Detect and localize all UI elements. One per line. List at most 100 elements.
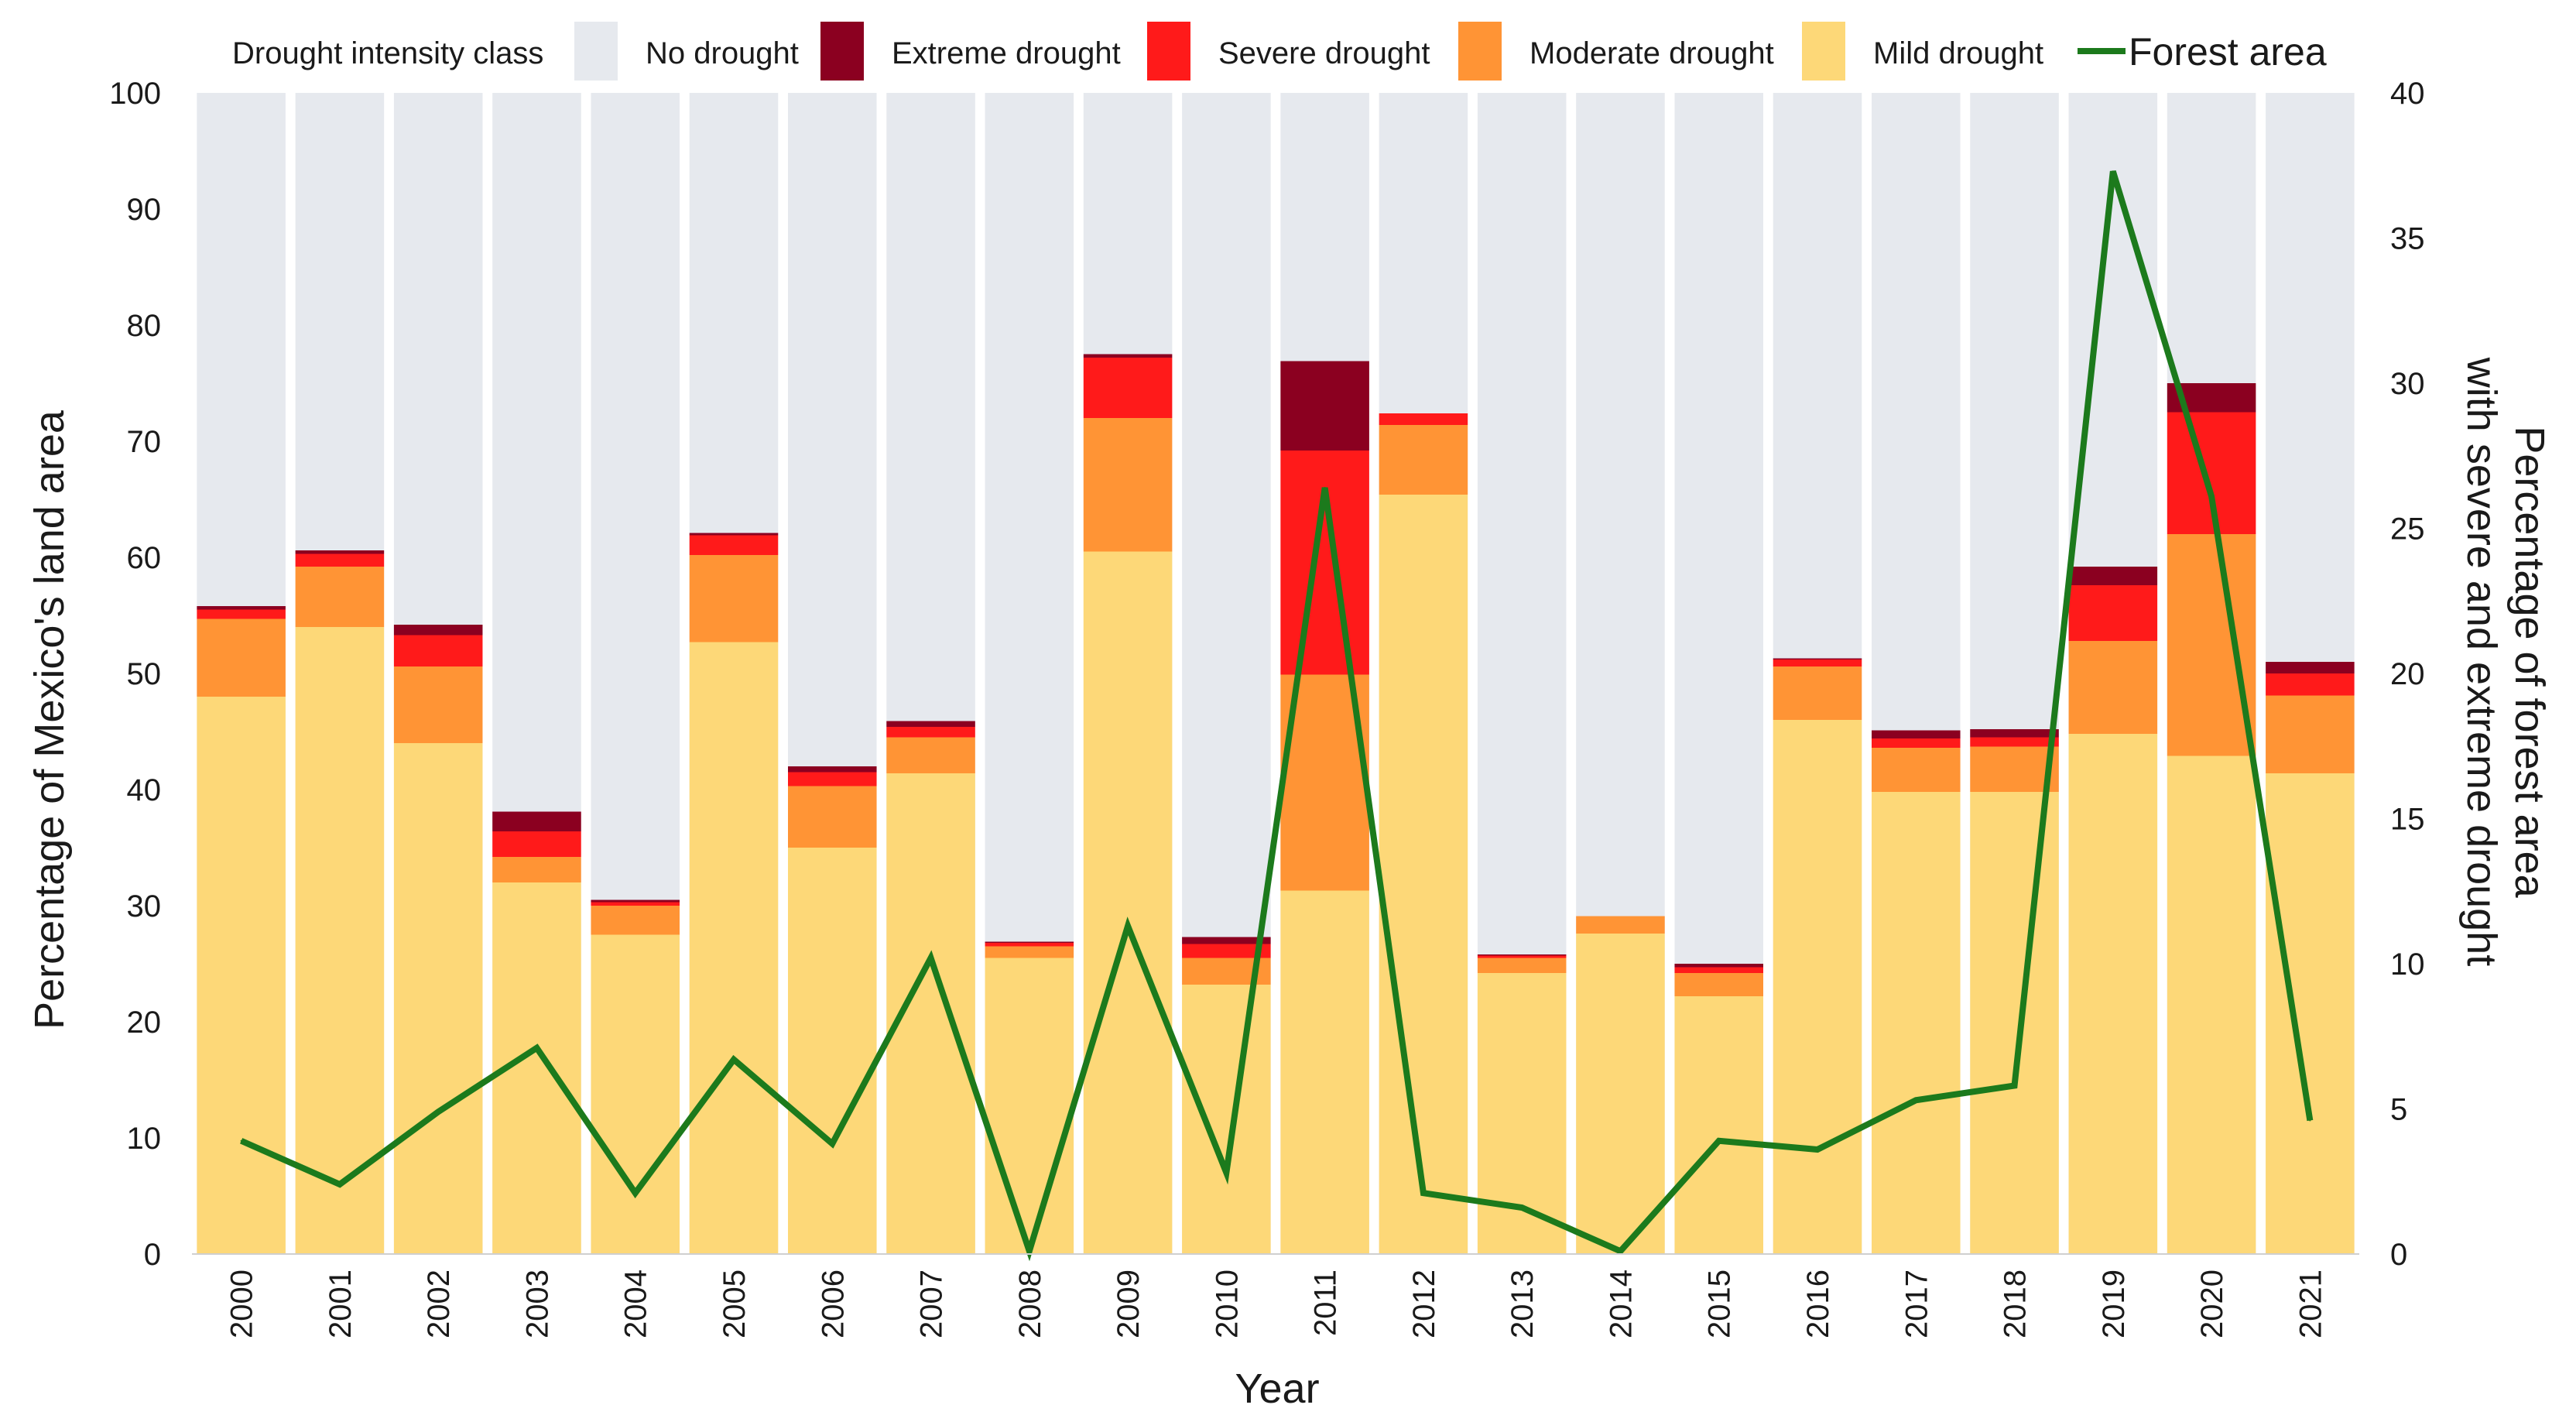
y-axis-right-title-line2: with severe and extreme drought (2458, 357, 2505, 966)
bar-extreme (2266, 662, 2355, 673)
bar-stack-2015 (1674, 93, 1763, 1254)
x-tick-label: 2001 (324, 1270, 358, 1338)
bar-moderate (886, 737, 975, 773)
bar-severe (689, 535, 779, 555)
forest-point-2001 (338, 1184, 341, 1185)
bar-mild (1970, 792, 2059, 1254)
y-axis-left-title: Percentage of Mexico's land area (26, 409, 73, 1030)
forest-point-2018 (2013, 1084, 2016, 1087)
bar-stack-2002 (393, 93, 483, 1254)
forest-point-2013 (1521, 1207, 1523, 1208)
legend-label-mild: Mild drought (1873, 36, 2043, 70)
bar-severe (788, 772, 877, 786)
bar-mild (1674, 996, 1763, 1254)
bar-stack-2013 (1477, 93, 1567, 1254)
x-tick-label: 2005 (718, 1270, 752, 1338)
y-tick-left-label: 90 (127, 193, 162, 227)
bar-mild (2167, 756, 2256, 1254)
y-tick-left-label: 10 (127, 1122, 162, 1156)
bar-severe (591, 902, 680, 906)
legend-swatch-mild (1802, 22, 1845, 81)
bar-extreme (985, 941, 1074, 943)
bar-mild (197, 697, 286, 1254)
bar-extreme (393, 625, 483, 636)
legend-swatch-extreme (820, 22, 864, 81)
bar-stack-2011 (1280, 93, 1369, 1254)
forest-point-2003 (536, 1047, 538, 1049)
y-tick-left-label: 60 (127, 541, 162, 575)
bar-mild (1182, 985, 1271, 1254)
y-tick-left-label: 30 (127, 889, 162, 923)
bar-stack-2012 (1379, 93, 1468, 1254)
x-tick-label: 2021 (2293, 1270, 2328, 1338)
y-tick-left-label: 40 (127, 773, 162, 807)
y-tick-left-label: 50 (127, 657, 162, 691)
bar-extreme (295, 550, 385, 554)
legend-label-forest: Forest area (2129, 30, 2327, 74)
bar-severe (1970, 737, 2059, 747)
y-axis-left-ticks: 0 10 20 30 40 50 60 70 80 90 100 (109, 77, 161, 1272)
bar-severe (1379, 413, 1468, 425)
x-tick-label: 2002 (422, 1270, 456, 1338)
bar-severe (985, 943, 1074, 947)
bar-moderate (492, 857, 581, 882)
bar-extreme (1773, 658, 1862, 660)
bar-severe (1280, 451, 1369, 675)
x-tick-label: 2009 (1112, 1270, 1146, 1338)
bar-extreme (788, 766, 877, 773)
bar-mild (591, 934, 680, 1254)
forest-point-2016 (1817, 1149, 1818, 1150)
bar-mild (1576, 934, 1665, 1254)
bar-stacks (197, 93, 2355, 1254)
bar-stack-2010 (1182, 93, 1271, 1254)
y-tick-right-label: 15 (2390, 803, 2425, 837)
legend-title: Drought intensity class (232, 36, 543, 70)
x-tick-label: 2000 (225, 1270, 259, 1338)
bar-stack-2005 (689, 93, 779, 1254)
bar-mild (1379, 495, 1468, 1254)
bar-moderate (689, 555, 779, 642)
legend-label-severe: Severe drought (1218, 36, 1430, 70)
bar-stack-2004 (591, 93, 680, 1254)
y-tick-right-label: 35 (2390, 222, 2425, 256)
bar-stack-2006 (788, 93, 877, 1254)
bar-extreme (1280, 361, 1369, 451)
bar-moderate (1773, 666, 1862, 720)
forest-point-2011 (1324, 487, 1326, 488)
legend-swatch-no_drought (574, 22, 618, 81)
bar-moderate (393, 666, 483, 743)
bar-severe (197, 609, 286, 619)
bar-extreme (886, 721, 975, 727)
bar-severe (886, 727, 975, 738)
x-tick-label: 2007 (915, 1270, 949, 1338)
bar-stack-2019 (2068, 93, 2158, 1254)
bar-mild (1773, 720, 1862, 1254)
y-tick-right-label: 20 (2390, 657, 2425, 691)
bar-severe (2266, 673, 2355, 696)
bar-extreme (197, 606, 286, 610)
bar-extreme (1872, 730, 1961, 738)
bar-extreme (1083, 354, 1173, 358)
y-tick-right-label: 30 (2390, 367, 2425, 401)
bar-moderate (197, 618, 286, 697)
bar-moderate (1576, 916, 1665, 934)
y-axis-right-ticks: 0 5 10 15 20 25 30 35 40 (2390, 77, 2425, 1272)
x-tick-label: 2014 (1604, 1270, 1638, 1338)
bar-extreme (591, 899, 680, 903)
bar-mild (1872, 792, 1961, 1254)
bar-moderate (1872, 748, 1961, 792)
x-tick-label: 2019 (2097, 1270, 2131, 1338)
bar-extreme (689, 533, 779, 536)
bar-moderate (1379, 425, 1468, 495)
bar-stack-2021 (2266, 93, 2355, 1254)
x-tick-label: 2003 (520, 1270, 554, 1338)
forest-area-line (240, 170, 2314, 1262)
x-tick-label: 2008 (1013, 1270, 1047, 1338)
forest-point-2005 (733, 1058, 735, 1061)
bar-extreme (492, 811, 581, 831)
legend-item-severe: Severe drought (1147, 22, 1430, 81)
legend-item-mild: Mild drought (1802, 22, 2043, 81)
bar-mild (985, 958, 1074, 1254)
forest-point-2008 (1028, 1250, 1030, 1252)
